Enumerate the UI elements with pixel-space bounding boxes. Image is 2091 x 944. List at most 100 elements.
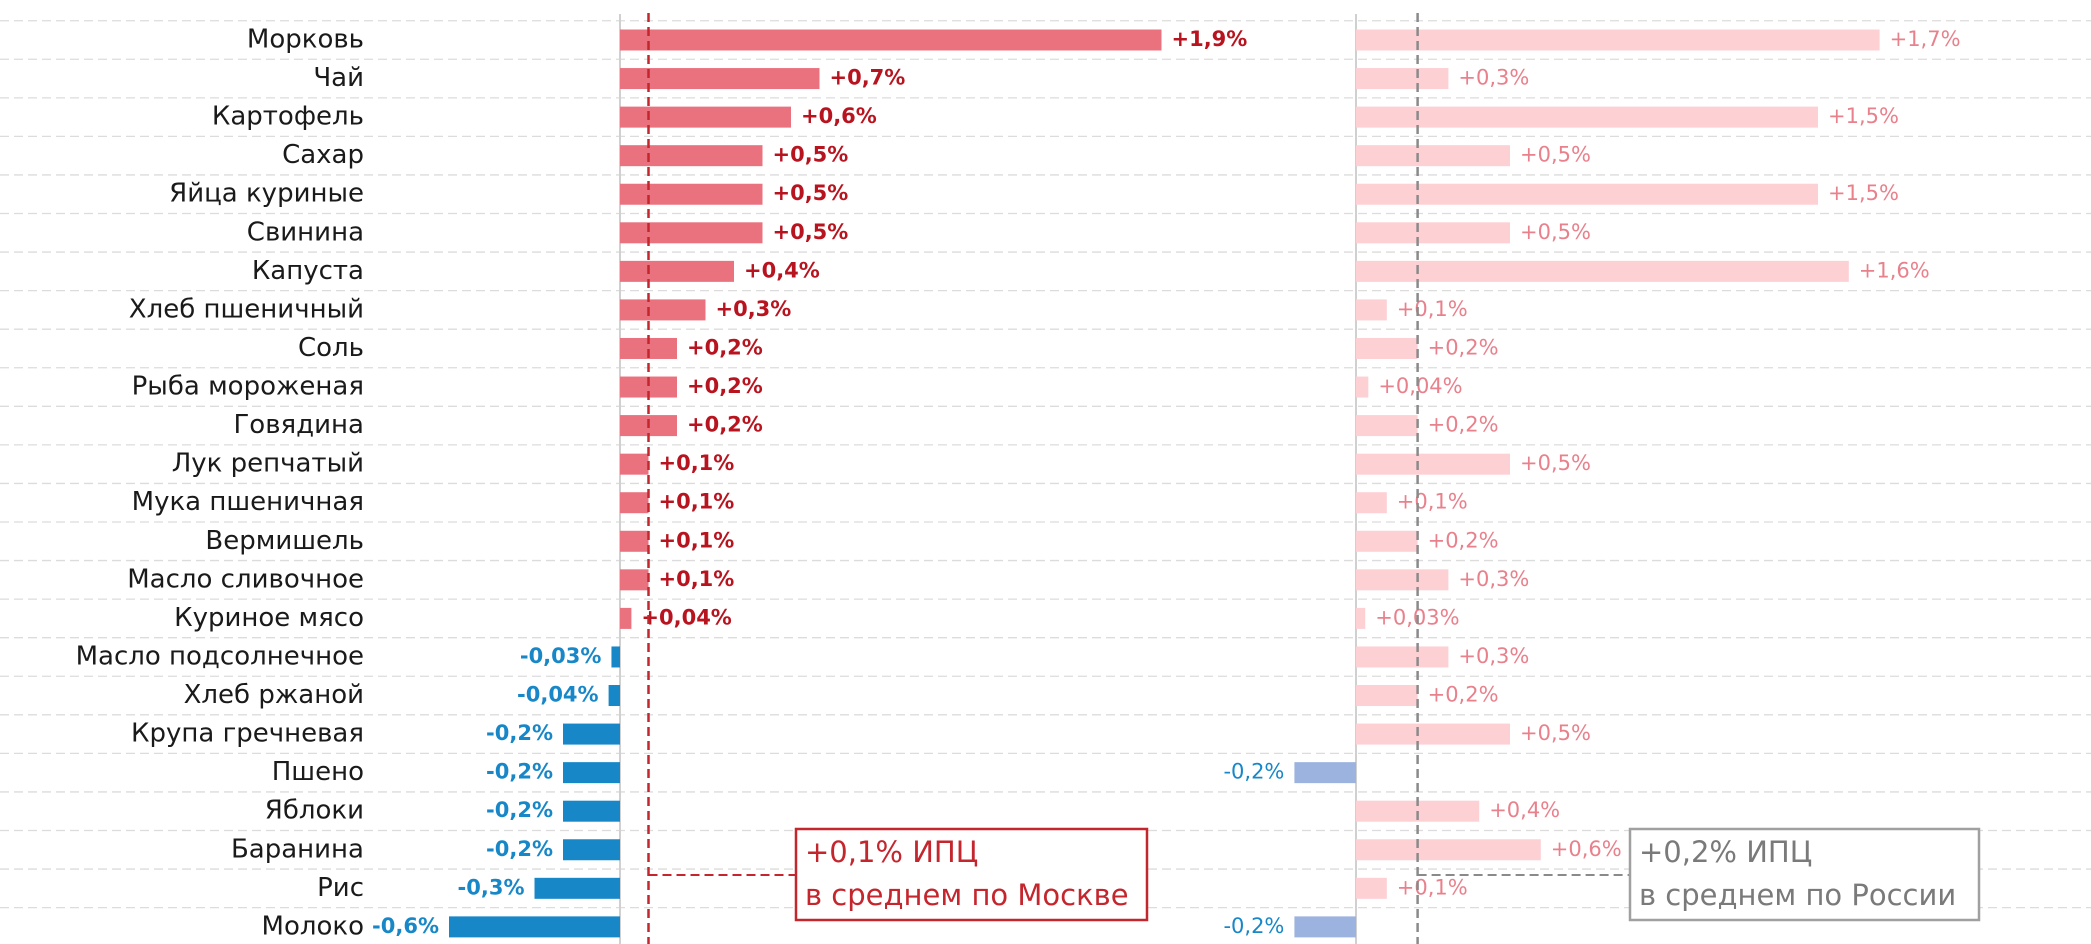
- bar: [1356, 260, 1849, 282]
- category-label: Куриное мясо: [174, 603, 364, 633]
- value-label: +0,5%: [1520, 143, 1591, 167]
- bar: [1356, 646, 1449, 668]
- value-label: +0,5%: [1520, 451, 1591, 475]
- bar: [1356, 415, 1418, 437]
- value-label: -0,2%: [486, 798, 553, 822]
- value-label: +0,4%: [1489, 798, 1560, 822]
- bar: [1356, 68, 1449, 90]
- category-label: Рис: [317, 873, 364, 903]
- bar: [1356, 299, 1387, 321]
- value-label: +0,2%: [1428, 683, 1499, 707]
- value-label: +0,1%: [659, 567, 735, 591]
- value-label: -0,2%: [1223, 914, 1284, 938]
- category-label: Хлеб пшеничный: [129, 294, 364, 324]
- value-label: -0,2%: [486, 837, 553, 861]
- bar: [1356, 222, 1510, 244]
- category-label: Масло сливочное: [127, 564, 364, 594]
- bar: [449, 916, 620, 938]
- value-label: +0,2%: [687, 413, 763, 437]
- bar: [620, 607, 632, 629]
- bar: [1356, 376, 1369, 398]
- category-label: Картофель: [212, 102, 364, 132]
- value-label: +0,5%: [773, 220, 849, 244]
- bar: [1356, 685, 1418, 707]
- annotation-title: +0,2% ИПЦ: [1639, 835, 1812, 869]
- category-label: Соль: [298, 333, 364, 363]
- bar: [620, 376, 677, 398]
- value-label: +0,5%: [1520, 220, 1591, 244]
- bar: [563, 723, 620, 745]
- value-label: -0,6%: [372, 914, 439, 938]
- value-label: +0,6%: [801, 104, 877, 128]
- value-label: +0,3%: [716, 297, 792, 321]
- bar: [1356, 106, 1818, 128]
- value-label: -0,2%: [486, 760, 553, 784]
- bar: [620, 337, 677, 359]
- annotation-box: [794, 827, 1149, 922]
- bar: [1356, 839, 1541, 861]
- value-label: +0,1%: [659, 490, 735, 514]
- bar: [620, 145, 763, 167]
- category-label: Лук репчатый: [172, 449, 364, 479]
- category-label: Баранина: [231, 834, 364, 864]
- value-label: +1,5%: [1828, 181, 1899, 205]
- annotation-note: в среднем по Москве: [805, 878, 1129, 912]
- category-label: Масло подсолнечное: [76, 641, 364, 671]
- value-label: +0,2%: [1428, 528, 1499, 552]
- bar: [620, 569, 649, 591]
- bar: [534, 877, 620, 899]
- value-label: +0,2%: [687, 374, 763, 398]
- bar: [1294, 916, 1356, 938]
- value-label: +1,6%: [1859, 258, 1930, 282]
- category-label: Яйца куриные: [169, 179, 364, 209]
- bar: [1356, 145, 1510, 167]
- value-label: +0,1%: [1397, 297, 1468, 321]
- bar: [1356, 337, 1418, 359]
- bar: [1356, 569, 1449, 591]
- category-label: Яблоки: [265, 796, 364, 826]
- value-label: +0,5%: [1520, 721, 1591, 745]
- bar: [563, 839, 620, 861]
- annotation-title: +0,1% ИПЦ: [805, 835, 978, 869]
- value-label: +1,7%: [1890, 27, 1961, 51]
- value-label: +0,1%: [1397, 490, 1468, 514]
- value-label: +0,3%: [1458, 567, 1529, 591]
- bar: [1356, 492, 1387, 514]
- bar: [620, 530, 649, 552]
- value-label: +0,04%: [1378, 374, 1462, 398]
- category-label: Пшено: [272, 757, 364, 787]
- value-label: +0,4%: [744, 258, 820, 282]
- category-label: Крупа гречневая: [131, 719, 364, 749]
- bar: [1356, 607, 1366, 629]
- value-label: +0,3%: [1458, 66, 1529, 90]
- category-label: Говядина: [233, 410, 364, 440]
- category-label: Рыба мороженая: [132, 372, 364, 402]
- bar: [563, 762, 620, 784]
- bar: [611, 646, 620, 668]
- bar: [608, 685, 620, 707]
- value-label: +0,04%: [641, 605, 731, 629]
- category-label: Хлеб ржаной: [184, 680, 364, 710]
- category-label: Мука пшеничная: [132, 487, 364, 517]
- value-label: -0,2%: [1223, 760, 1284, 784]
- value-label: +0,5%: [773, 181, 849, 205]
- value-label: +0,1%: [1397, 875, 1468, 899]
- category-label: Свинина: [247, 217, 364, 247]
- value-label: +0,3%: [1458, 644, 1529, 668]
- value-label: +0,2%: [1428, 335, 1499, 359]
- bar: [620, 453, 649, 475]
- bar: [620, 29, 1162, 51]
- bar: [620, 260, 734, 282]
- annotation-note: в среднем по России: [1639, 878, 1956, 912]
- bar: [620, 299, 706, 321]
- value-label: +0,2%: [687, 335, 763, 359]
- value-label: -0,2%: [486, 721, 553, 745]
- category-label: Сахар: [282, 140, 364, 170]
- category-label: Чай: [313, 63, 364, 93]
- bar: [1356, 723, 1510, 745]
- value-label: +0,2%: [1428, 413, 1499, 437]
- bar: [1356, 877, 1387, 899]
- value-label: +0,7%: [830, 66, 906, 90]
- bar: [1356, 453, 1510, 475]
